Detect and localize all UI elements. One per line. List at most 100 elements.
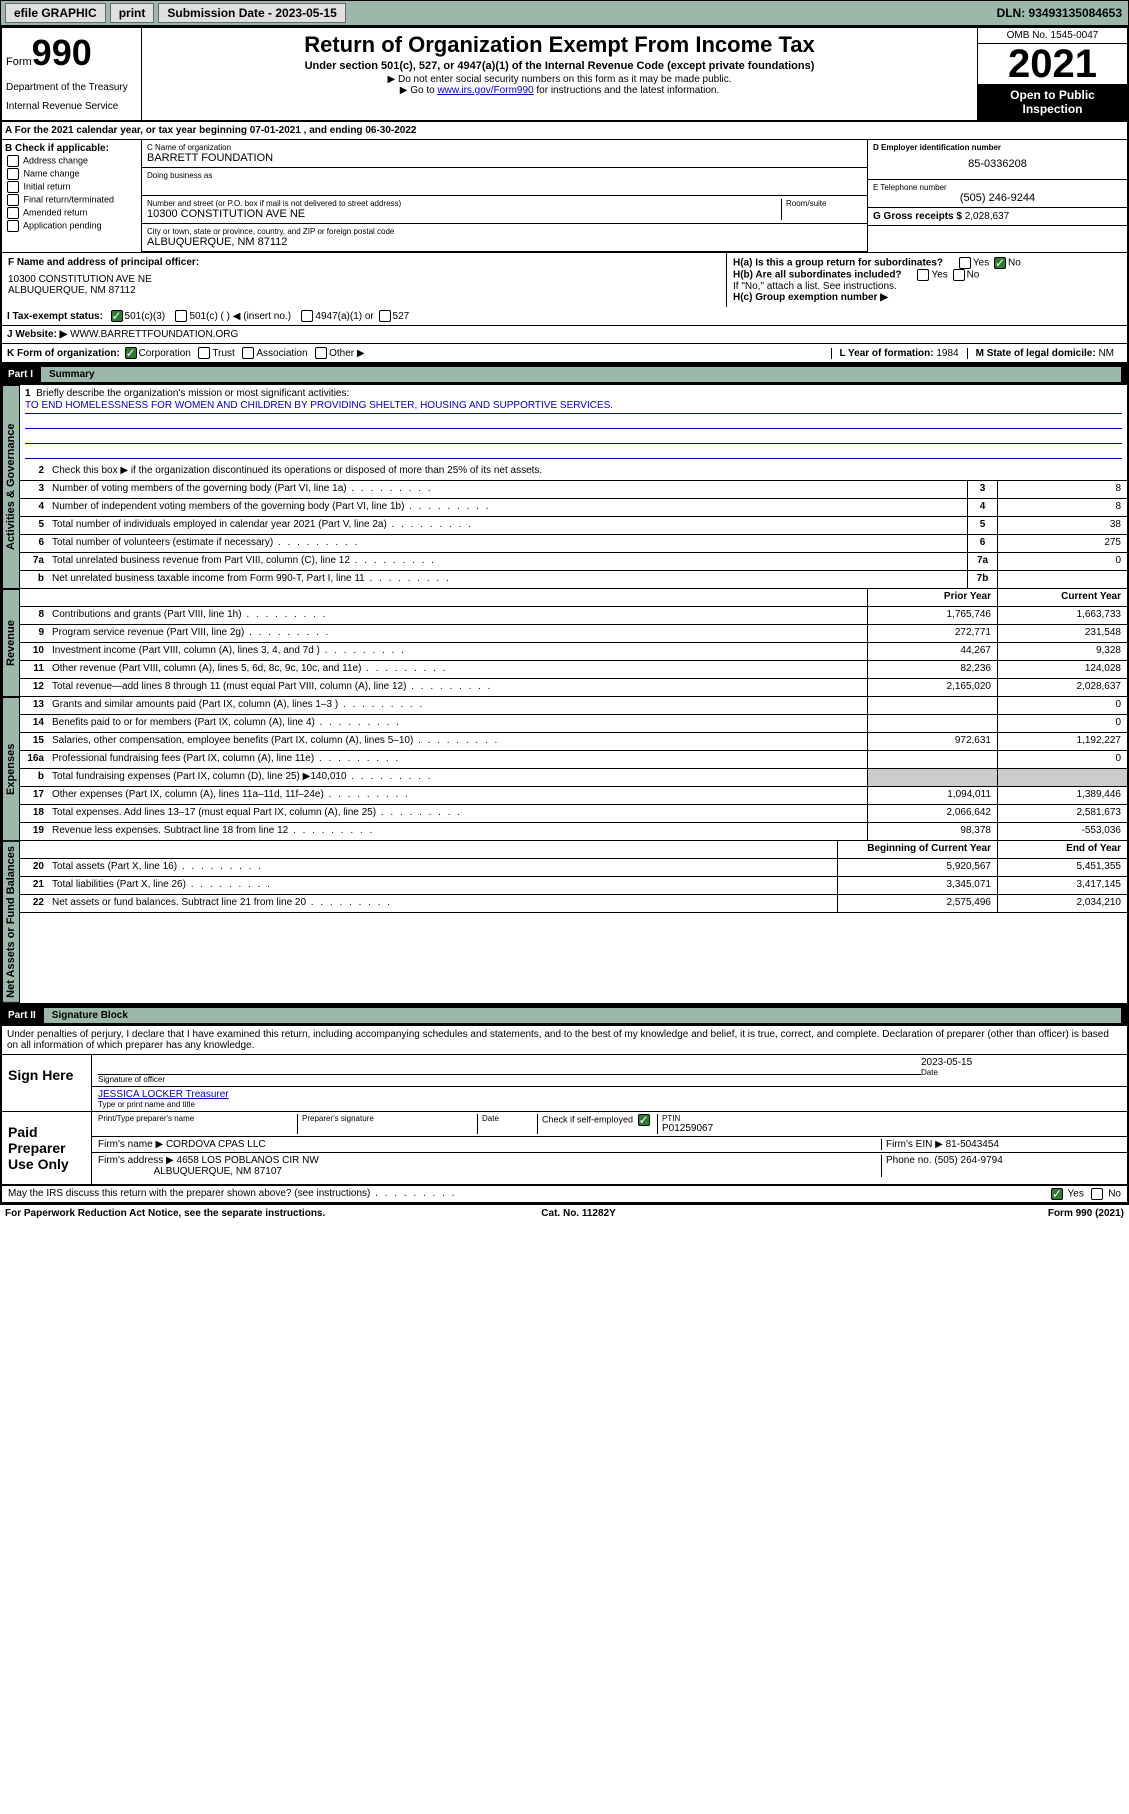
form-title: Return of Organization Exempt From Incom… xyxy=(146,32,973,58)
check-corp[interactable] xyxy=(125,347,137,359)
table-row: 14Benefits paid to or for members (Part … xyxy=(20,715,1127,733)
table-row: 21Total liabilities (Part X, line 26)3,3… xyxy=(20,877,1127,895)
part1-header: Part ISummary xyxy=(0,364,1129,385)
officer-label: F Name and address of principal officer: xyxy=(8,257,720,268)
table-row: 9Program service revenue (Part VIII, lin… xyxy=(20,625,1127,643)
penalty-text: Under penalties of perjury, I declare th… xyxy=(0,1026,1129,1054)
check-trust[interactable] xyxy=(198,347,210,359)
line2-text: Check this box ▶ if the organization dis… xyxy=(48,463,1127,480)
firm-phone: (505) 264-9794 xyxy=(934,1155,1002,1166)
activities-label: Activities & Governance xyxy=(2,385,20,589)
check-irs-no[interactable] xyxy=(1091,1188,1103,1200)
eoy-hdr: End of Year xyxy=(997,841,1127,858)
check-final-return[interactable]: Final return/terminated xyxy=(5,194,138,206)
website-label: J Website: ▶ xyxy=(7,329,67,340)
paid-preparer-label: Paid Preparer Use Only xyxy=(2,1112,92,1184)
city-label: City or town, state or province, country… xyxy=(147,227,862,236)
hb-label: H(b) Are all subordinates included? xyxy=(733,270,902,281)
sig-officer-label: Signature of officer xyxy=(98,1075,921,1084)
boy-hdr: Beginning of Current Year xyxy=(837,841,997,858)
footer-cat: Cat. No. 11282Y xyxy=(541,1208,615,1219)
table-row: 20Total assets (Part X, line 16)5,920,56… xyxy=(20,859,1127,877)
form-header: Form990 Department of the Treasury Inter… xyxy=(0,26,1129,122)
dba-label: Doing business as xyxy=(147,171,862,180)
line5-val: 38 xyxy=(997,517,1127,534)
line7a-val: 0 xyxy=(997,553,1127,570)
check-527[interactable] xyxy=(379,310,391,322)
ein-label: D Employer identification number xyxy=(873,143,1122,152)
goto-pre: ▶ Go to xyxy=(400,85,438,96)
address-label: Number and street (or P.O. box if mail i… xyxy=(147,199,781,208)
ha-label: H(a) Is this a group return for subordin… xyxy=(733,258,943,269)
goto-post: for instructions and the latest informat… xyxy=(534,85,720,96)
sig-date: 2023-05-15 xyxy=(921,1057,1121,1068)
efile-button[interactable]: efile GRAPHIC xyxy=(5,3,106,23)
signature-block: Sign Here Signature of officer2023-05-15… xyxy=(0,1054,1129,1204)
table-row: 10Investment income (Part VIII, column (… xyxy=(20,643,1127,661)
expenses-label: Expenses xyxy=(2,697,20,841)
phone-label: E Telephone number xyxy=(873,183,1122,192)
check-other[interactable] xyxy=(315,347,327,359)
org-name: BARRETT FOUNDATION xyxy=(147,152,862,164)
officer-name-link[interactable]: JESSICA LOCKER Treasurer xyxy=(98,1089,229,1100)
check-501c[interactable] xyxy=(175,310,187,322)
hb-note: If "No," attach a list. See instructions… xyxy=(733,281,1121,292)
check-initial-return[interactable]: Initial return xyxy=(5,181,138,193)
table-row: 11Other revenue (Part VIII, column (A), … xyxy=(20,661,1127,679)
officer-addr2: ALBUQUERQUE, NM 87112 xyxy=(8,285,720,296)
check-name-change[interactable]: Name change xyxy=(5,168,138,180)
check-app-pending[interactable]: Application pending xyxy=(5,220,138,232)
form-org-label: K Form of organization: xyxy=(7,348,120,359)
check-address-change[interactable]: Address change xyxy=(5,155,138,167)
firm-name: CORDOVA CPAS LLC xyxy=(166,1139,266,1150)
firm-ein: 81-5043454 xyxy=(946,1139,999,1150)
check-amended-return[interactable]: Amended return xyxy=(5,207,138,219)
check-self-employed[interactable] xyxy=(638,1114,650,1126)
revenue-section: Revenue Prior YearCurrent Year 8Contribu… xyxy=(0,589,1129,697)
footer-form: Form 990 (2021) xyxy=(1048,1208,1124,1219)
check-assoc[interactable] xyxy=(242,347,254,359)
subtitle-1: Under section 501(c), 527, or 4947(a)(1)… xyxy=(146,60,973,72)
line6-val: 275 xyxy=(997,535,1127,552)
page-footer: For Paperwork Reduction Act Notice, see … xyxy=(0,1204,1129,1222)
dln-label: DLN: 93493135084653 xyxy=(997,6,1126,20)
table-row: 17Other expenses (Part IX, column (A), l… xyxy=(20,787,1127,805)
irs-link[interactable]: www.irs.gov/Form990 xyxy=(437,85,533,96)
mission-text: TO END HOMELESSNESS FOR WOMEN AND CHILDR… xyxy=(25,400,1122,414)
netassets-section: Net Assets or Fund Balances Beginning of… xyxy=(0,841,1129,1005)
check-irs-yes[interactable] xyxy=(1051,1188,1063,1200)
firm-addr2: ALBUQUERQUE, NM 87107 xyxy=(154,1166,282,1177)
may-irs-discuss: May the IRS discuss this return with the… xyxy=(8,1188,456,1200)
room-label: Room/suite xyxy=(786,199,862,208)
line7b-val xyxy=(997,571,1127,588)
top-bar: efile GRAPHIC print Submission Date - 20… xyxy=(0,0,1129,26)
year-formation: 1984 xyxy=(936,348,958,359)
ptin-value: P01259067 xyxy=(662,1123,1121,1134)
officer-addr1: 10300 CONSTITUTION AVE NE xyxy=(8,274,720,285)
sig-date-label: Date xyxy=(921,1068,1121,1077)
ein-value: 85-0336208 xyxy=(873,152,1122,176)
ha-no: No xyxy=(1008,258,1021,269)
check-4947[interactable] xyxy=(301,310,313,322)
gross-receipts-value: 2,028,637 xyxy=(965,211,1010,222)
activities-section: Activities & Governance 1 Briefly descri… xyxy=(0,385,1129,589)
table-row: bTotal fundraising expenses (Part IX, co… xyxy=(20,769,1127,787)
ha-yes: Yes xyxy=(973,258,989,269)
print-button[interactable]: print xyxy=(110,3,155,23)
website-value: WWW.BARRETTFOUNDATION.ORG xyxy=(70,329,238,340)
officer-type-label: Type or print name and title xyxy=(98,1100,1121,1109)
tax-year: 2021 xyxy=(978,44,1127,84)
table-row: 8Contributions and grants (Part VIII, li… xyxy=(20,607,1127,625)
expenses-section: Expenses 13Grants and similar amounts pa… xyxy=(0,697,1129,841)
table-row: 22Net assets or fund balances. Subtract … xyxy=(20,895,1127,913)
line6-text: Total number of volunteers (estimate if … xyxy=(48,535,967,552)
irs-label: Internal Revenue Service xyxy=(6,101,137,112)
table-row: 13Grants and similar amounts paid (Part … xyxy=(20,697,1127,715)
table-row: 12Total revenue—add lines 8 through 11 (… xyxy=(20,679,1127,697)
line7a-text: Total unrelated business revenue from Pa… xyxy=(48,553,967,570)
tax-exempt-label: I Tax-exempt status: xyxy=(7,311,103,322)
line4-text: Number of independent voting members of … xyxy=(48,499,967,516)
tax-year-line: A For the 2021 calendar year, or tax yea… xyxy=(2,122,1127,140)
check-501c3[interactable] xyxy=(111,310,123,322)
gross-receipts-label: G Gross receipts $ xyxy=(873,211,962,222)
